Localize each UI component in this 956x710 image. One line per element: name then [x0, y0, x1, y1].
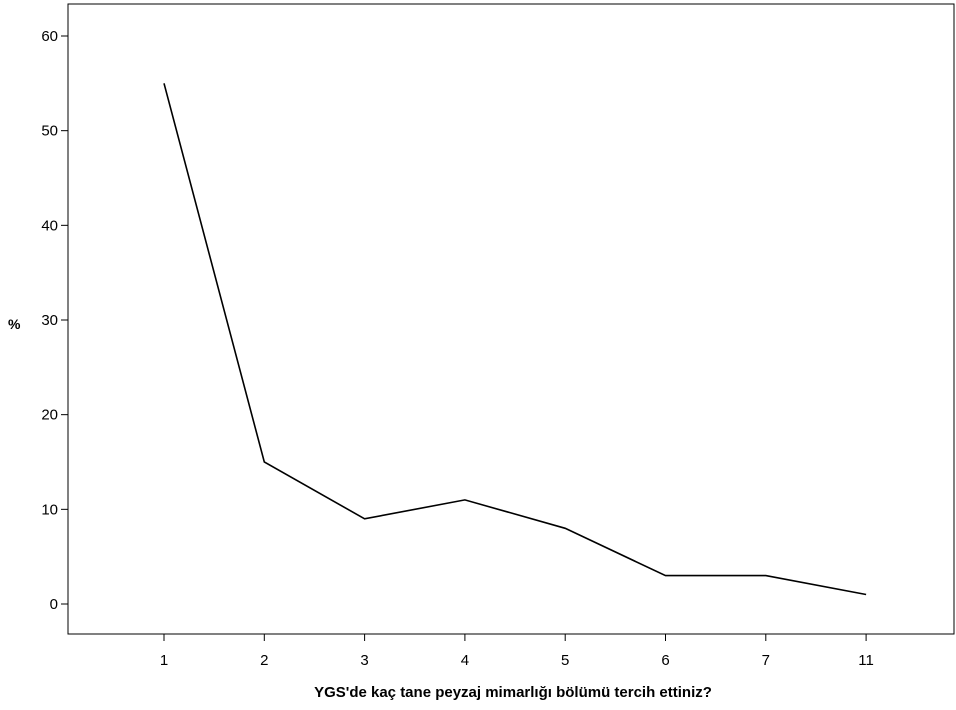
y-axis: 0 10 20 30 40 50 60: [41, 28, 68, 613]
plot-frame: [67, 3, 955, 635]
x-tick-label: 11: [858, 652, 874, 669]
x-tick-label: 7: [762, 652, 770, 669]
x-axis-title: YGS'de kaç tane peyzaj mimarlığı bölümü …: [314, 684, 712, 701]
series-line: [163, 83, 867, 596]
y-axis-label: %: [8, 316, 21, 332]
y-tick-label: 50: [41, 123, 58, 140]
y-tick-label: 40: [41, 217, 58, 234]
y-tick-label: 10: [41, 501, 58, 518]
x-tick-label: 5: [561, 652, 569, 669]
x-tick-label: 3: [360, 652, 368, 669]
x-axis: 1 2 3 4 5 6 7 11: [160, 634, 874, 669]
y-tick-label: 60: [41, 28, 58, 45]
y-tick-label: 20: [41, 407, 58, 424]
y-tick-label: 30: [41, 312, 58, 329]
x-tick-label: 6: [661, 652, 669, 669]
x-tick-label: 2: [260, 652, 268, 669]
x-tick-label: 4: [461, 652, 469, 669]
x-tick-label: 1: [160, 652, 168, 669]
y-tick-label: 0: [50, 596, 58, 613]
